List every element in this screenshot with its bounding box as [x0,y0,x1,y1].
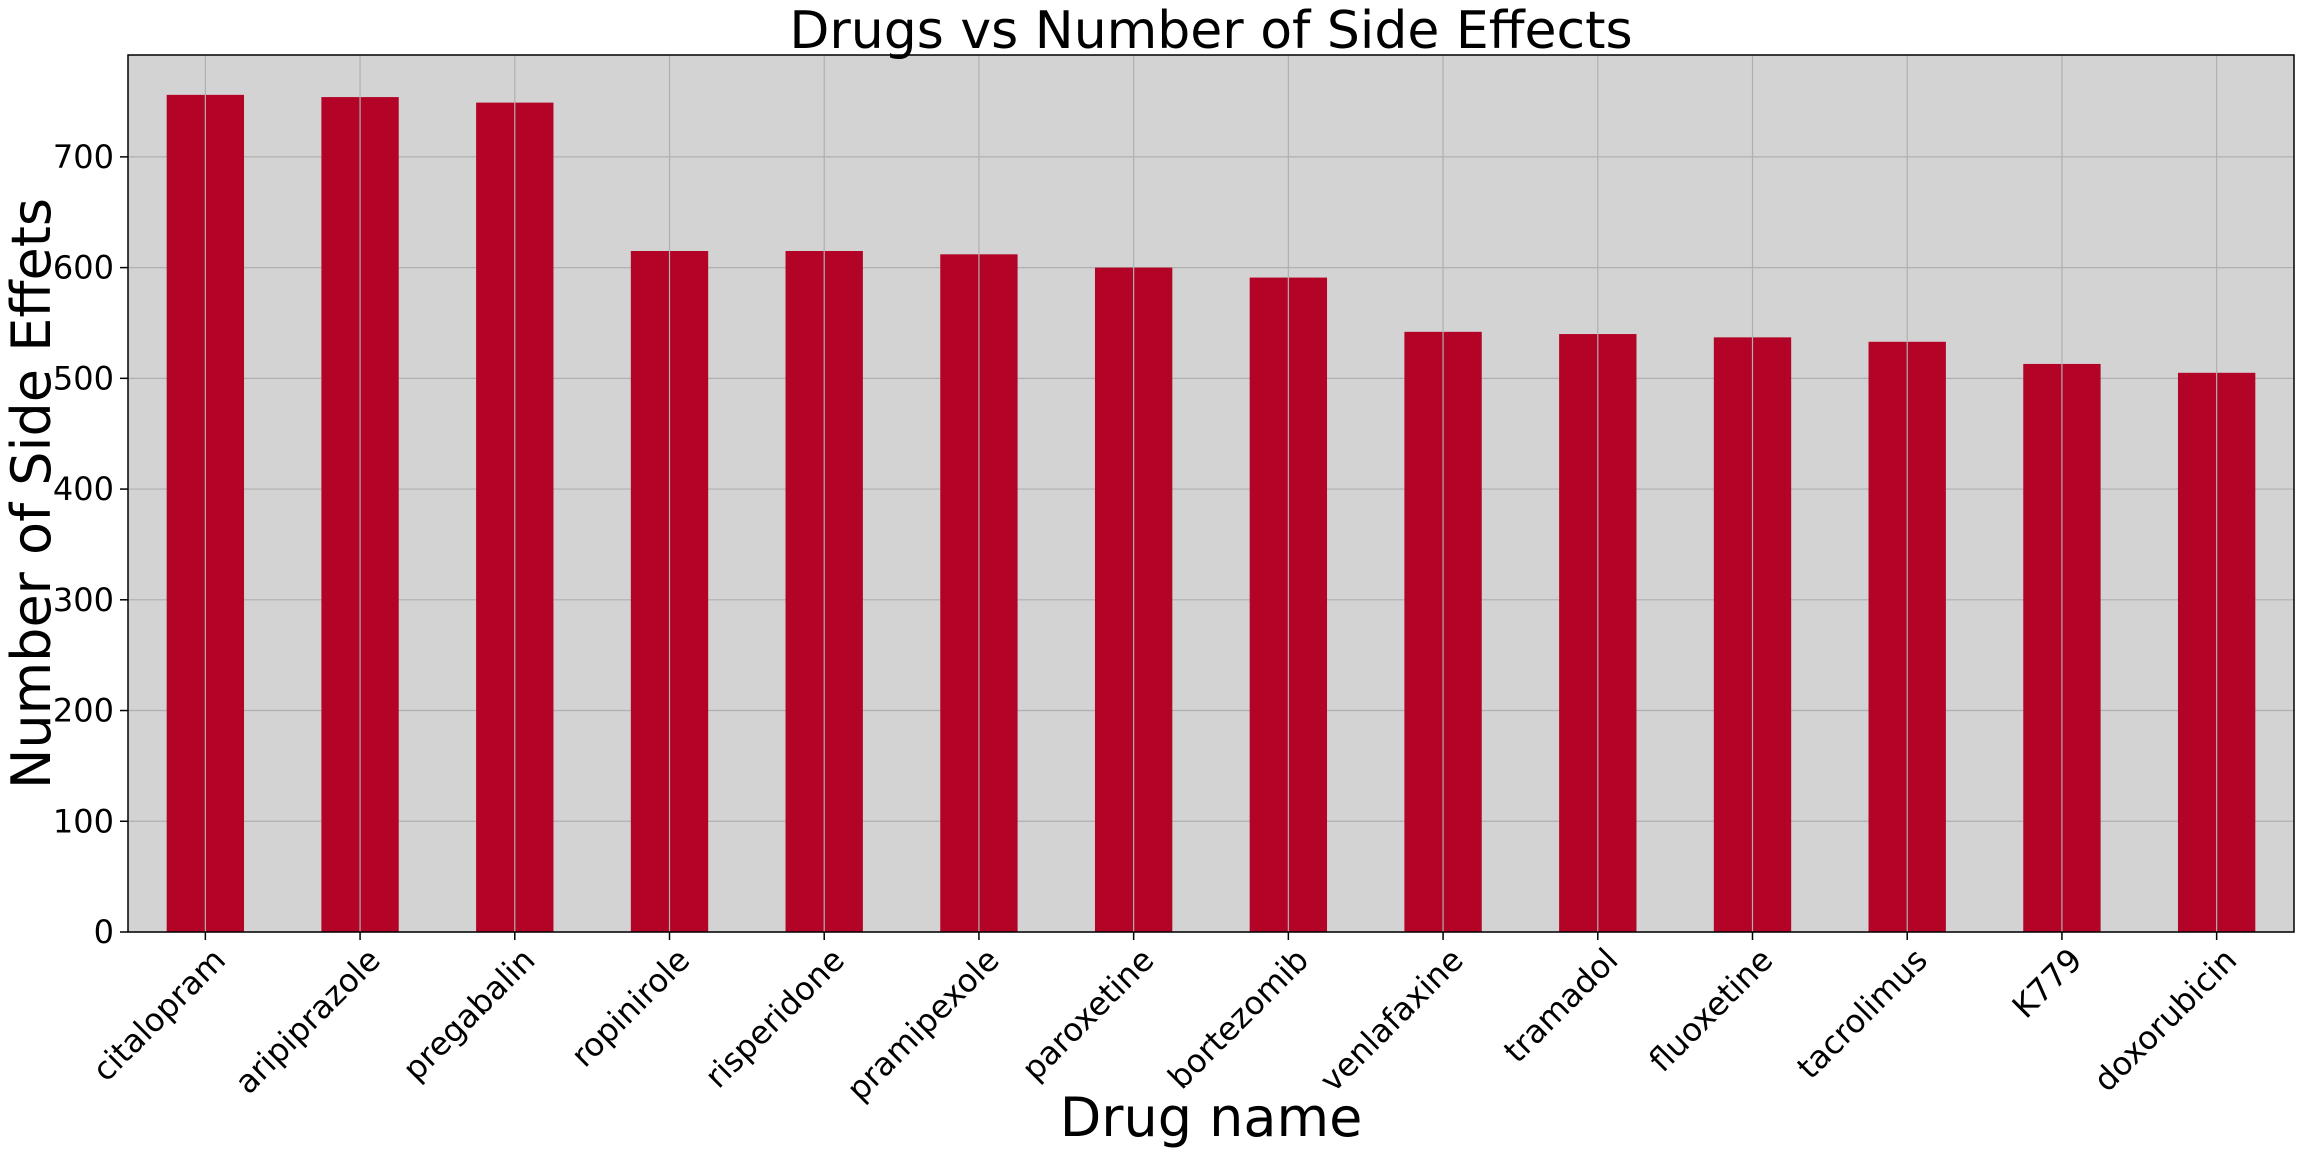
x-tick-label: risperidone [697,941,852,1096]
x-tick-label: venlafaxine [1312,941,1470,1099]
x-tick-label: fluoxetine [1642,941,1781,1080]
y-tick-label: 200 [53,692,114,730]
x-axis-title: Drug name [1060,1086,1363,1149]
y-tick-label: 0 [94,913,114,951]
x-tick-label: paroxetine [1014,941,1161,1088]
y-tick-label: 300 [53,581,114,619]
x-tick-label: pramipexole [839,941,1006,1108]
y-axis-title: Number of Side Effets [0,198,63,789]
y-tick-label: 100 [53,802,114,840]
y-tick-label: 400 [53,470,114,508]
x-tick-label: tacrolimus [1789,941,1934,1086]
y-tick-label: 700 [53,138,114,176]
x-tick-label: bortezomib [1160,941,1316,1097]
x-tick-label: tramadol [1496,941,1625,1070]
y-tick-label: 600 [53,249,114,287]
x-tick-label: pregabalin [395,941,542,1088]
x-tick-label: ropinirole [564,941,698,1075]
chart-title: Drugs vs Number of Side Effects [789,1,1632,61]
x-tick-label: aripiprazole [227,941,387,1101]
vertical-grid-lines [204,55,2218,932]
y-axis-ticks: 0 100 200 300 400 500 600 700 [53,138,128,951]
x-tick-label: K779 [2005,941,2090,1026]
plot-frame [127,54,2295,933]
x-tick-label: doxorubicin [2086,941,2244,1099]
plot-area [128,55,2294,932]
x-tick-label: citalopram [85,941,233,1089]
y-tick-label: 500 [53,359,114,397]
